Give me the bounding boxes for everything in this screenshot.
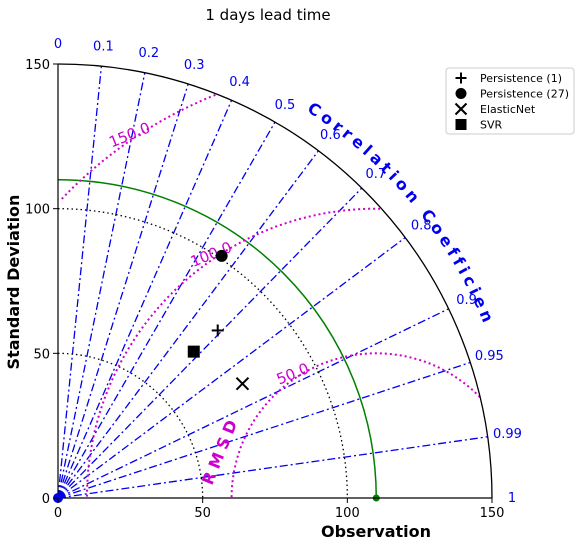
data-point-square bbox=[187, 345, 200, 358]
x-tick-label: 100 bbox=[335, 506, 360, 521]
correlation-ray bbox=[57, 99, 233, 499]
x-tick-label: 50 bbox=[194, 506, 211, 521]
correlation-tick-label: 1 bbox=[508, 491, 516, 506]
legend-marker-circle bbox=[455, 88, 467, 99]
legend: Persistence (1) Persistence (27) ElasticNe… bbox=[445, 67, 575, 135]
y-tick-label: 150 bbox=[25, 58, 50, 73]
legend-entry-label: ElasticNet bbox=[480, 103, 536, 116]
data-point-x-b bbox=[235, 376, 250, 391]
marker-layer bbox=[187, 249, 250, 391]
correlation-tick-label: 0.95 bbox=[475, 349, 504, 364]
correlation-axis-label-text: Correlation Coefficient bbox=[0, 0, 495, 329]
reference-std-arc bbox=[57, 178, 378, 499]
rmsd-contour bbox=[230, 352, 481, 498]
data-point-plus bbox=[211, 324, 224, 337]
y-axis-label: Standard Deviation bbox=[4, 195, 23, 370]
correlation-tick-label: 0.6 bbox=[320, 128, 341, 143]
std-gridline-arc bbox=[57, 208, 348, 499]
correlation-tick-label: 0.1 bbox=[93, 39, 114, 54]
correlation-ray bbox=[57, 150, 319, 499]
chart-title: 1 days lead time bbox=[205, 6, 330, 24]
x-axis-label: Observation bbox=[321, 522, 431, 541]
legend-marker-x bbox=[454, 102, 468, 116]
correlation-tick-label: 0.8 bbox=[411, 219, 432, 234]
correlation-tick-label: 0.5 bbox=[275, 98, 296, 113]
rmsd-contour-label: 100.0 bbox=[188, 238, 235, 271]
correlation-tick-label: 0.3 bbox=[184, 58, 205, 73]
outer-correlation-arc bbox=[57, 63, 493, 499]
correlation-tick-label: 0.9 bbox=[456, 293, 477, 308]
correlation-ray bbox=[57, 237, 406, 499]
rmsd-contour bbox=[85, 207, 381, 499]
legend-entry-label: SVR bbox=[480, 119, 503, 132]
grid-layer bbox=[57, 66, 488, 502]
correlation-tick-label: 0.4 bbox=[229, 75, 250, 90]
y-tick-label: 100 bbox=[25, 203, 50, 218]
legend-frame bbox=[445, 67, 575, 135]
legend-marker-square bbox=[455, 119, 467, 130]
legend-marker-x-b bbox=[454, 102, 468, 116]
correlation-tick-label: 0.7 bbox=[365, 167, 386, 182]
correlation-ray bbox=[57, 66, 103, 499]
correlation-ray bbox=[57, 361, 471, 499]
data-point-x bbox=[235, 376, 250, 391]
y-tick-label: 50 bbox=[33, 347, 50, 362]
legend-entry-label: Persistence (27) bbox=[480, 88, 569, 101]
y-tick-label: 0 bbox=[42, 492, 50, 507]
x-tick-label: 150 bbox=[480, 506, 505, 521]
rmsd-axis-label: RMSD bbox=[198, 413, 243, 488]
legend-marker-plus bbox=[455, 72, 467, 84]
correlation-axis-label: Correlation Coefficient bbox=[0, 0, 495, 329]
correlation-tick-label: 0.2 bbox=[138, 46, 159, 61]
correlation-tick-label: 0.99 bbox=[493, 427, 522, 442]
rmsd-contour bbox=[60, 93, 216, 200]
data-point-circle bbox=[215, 249, 228, 262]
x-tick-label: 0 bbox=[54, 506, 62, 521]
std-gridline-arc bbox=[57, 352, 204, 499]
correlation-tick-label: 0 bbox=[54, 37, 62, 52]
legend-entry-label: Persistence (1) bbox=[480, 72, 562, 85]
